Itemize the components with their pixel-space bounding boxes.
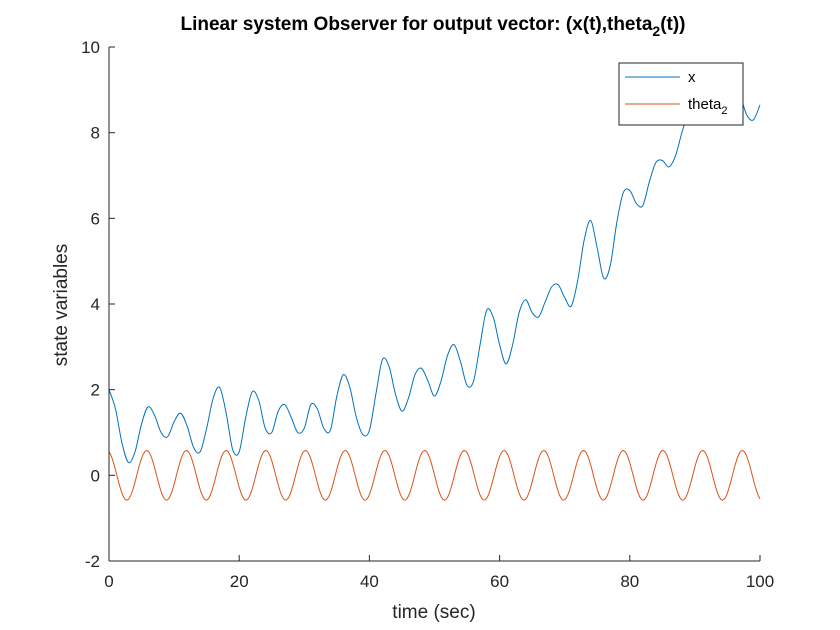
y-tick-label: 10: [81, 38, 100, 57]
chart-title: Linear system Observer for output vector…: [180, 14, 685, 39]
y-tick-label: 6: [91, 209, 100, 228]
y-tick-label: 8: [91, 124, 100, 143]
series-line-theta2: [108, 449, 761, 501]
legend-box: [618, 62, 744, 126]
legend: x theta2: [618, 62, 744, 126]
chart-title-subscript: 2: [652, 23, 660, 39]
y-tick-label: 4: [91, 295, 100, 314]
x-tick-label: 40: [360, 572, 379, 591]
chart-title-main: Linear system Observer for output vector…: [180, 14, 652, 35]
y-tick-label: 0: [91, 466, 100, 485]
chart-title-tail: (t)): [660, 14, 685, 35]
series-line-x: [108, 92, 761, 464]
x-tick-label: 0: [104, 572, 113, 591]
x-tick-label: 20: [230, 572, 249, 591]
y-axis-label: state variables: [51, 244, 72, 367]
series-layer: [108, 92, 761, 501]
x-axis-label: time (sec): [392, 602, 475, 623]
legend-label-theta2: theta2: [688, 96, 728, 117]
y-tick-label: -2: [85, 552, 100, 571]
y-tick-label: 2: [91, 381, 100, 400]
x-tick-label: 80: [620, 572, 639, 591]
x-tick-label: 60: [490, 572, 509, 591]
x-tick-label: 100: [746, 572, 774, 591]
legend-label-x: x: [688, 69, 696, 86]
